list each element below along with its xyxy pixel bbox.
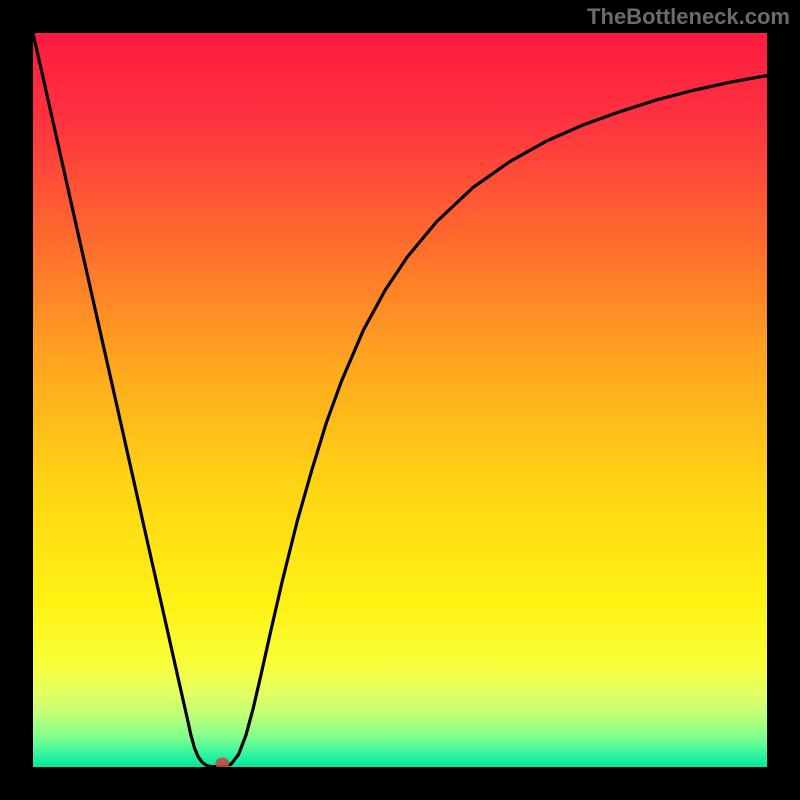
gradient-background (33, 33, 767, 767)
watermark-text: TheBottleneck.com (587, 4, 790, 30)
chart-frame: TheBottleneck.com (0, 0, 800, 800)
bottleneck-chart-svg (33, 33, 767, 767)
plot-area (33, 33, 767, 767)
